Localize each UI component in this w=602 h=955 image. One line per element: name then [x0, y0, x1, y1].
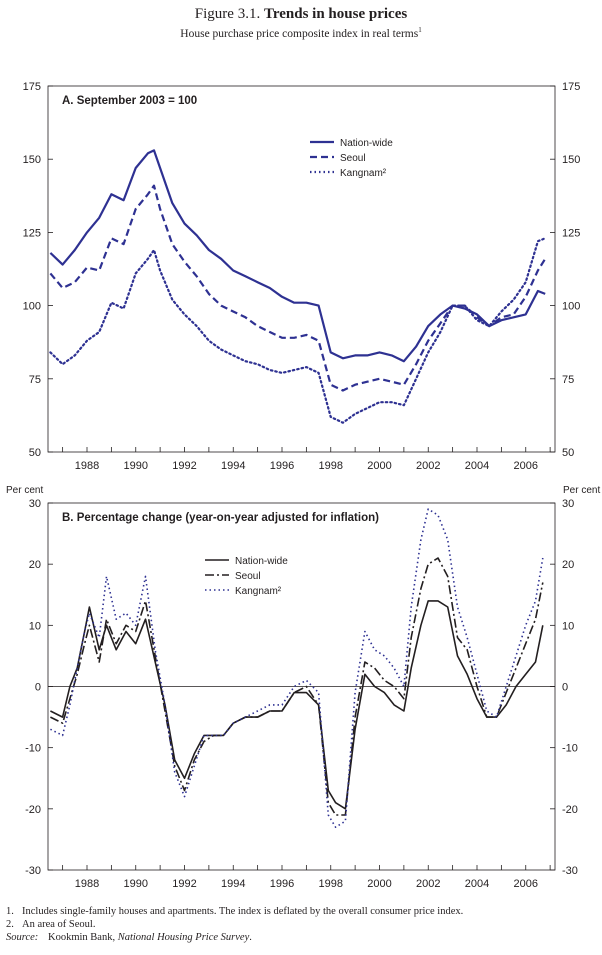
figure-subtitle: House purchase price composite index in …	[0, 26, 602, 40]
footnote-1-number: 1.	[6, 906, 14, 917]
chart-a-series-seoul	[49, 184, 547, 392]
chart-a-legend-label: Seoul	[340, 153, 366, 164]
source-publication: National Housing Price Survey	[117, 932, 250, 943]
chart-a-frame	[47, 85, 556, 453]
chart-b-ytick-label-right: 30	[562, 498, 574, 510]
figure-subtitle-text: House purchase price composite index in …	[180, 27, 419, 40]
chart-b-ytick-label-right: 20	[562, 559, 574, 571]
chart-b-xtick-label: 2000	[367, 878, 391, 890]
chart-a-ytick-label-right: 75	[562, 374, 574, 386]
chart-a-legend-label: Kangnam²	[340, 168, 387, 179]
chart-b-legend-label: Kangnam²	[235, 586, 282, 597]
source-end: .	[249, 932, 252, 943]
source-text: Kookmin Bank,	[48, 932, 118, 943]
chart-a-ytick-label-right: 150	[562, 154, 580, 166]
chart-b-xtick-label: 1988	[75, 878, 99, 890]
chart-a-legend-label: Nation-wide	[340, 138, 393, 149]
footnote-1-text: Includes single-family houses and apartm…	[22, 906, 464, 917]
chart-b-ytick-label-right: -10	[562, 743, 578, 755]
chart-b-series-kangnam	[50, 508, 544, 829]
chart-b-series-nation-wide	[50, 600, 544, 810]
chart-a-series-kangnam	[49, 237, 547, 424]
chart-a-ytick-label-left: 75	[29, 374, 41, 386]
chart-a-ytick-label-right: 100	[562, 301, 580, 313]
chart-b-xtick-label: 1992	[172, 878, 196, 890]
chart-b-xtick-label: 1998	[319, 878, 343, 890]
chart-b-xtick-label: 2006	[514, 878, 538, 890]
chart-b-ytick-label-left: 10	[29, 620, 41, 632]
chart-a-xtick-label: 2000	[367, 460, 391, 472]
chart-a-series-nation-wide	[49, 149, 546, 363]
chart-a-xtick-label: 1996	[270, 460, 294, 472]
chart-b-ytick-label-left: 30	[29, 498, 41, 510]
chart-a-xtick-label: 2004	[465, 460, 489, 472]
chart-b-series-seoul	[50, 557, 544, 816]
footnote-2-text: An area of Seoul.	[22, 919, 96, 930]
chart-a-xtick-label: 1988	[75, 460, 99, 472]
chart-b-ytick-label-left: -20	[25, 804, 41, 816]
chart-b-xtick-label: 2002	[416, 878, 440, 890]
chart-b-ylabel-right: Per cent	[563, 485, 600, 496]
chart-a-xtick-label: 1990	[124, 460, 148, 472]
chart-a-ytick-label-left: 125	[23, 227, 41, 239]
chart-b-xtick-label: 1996	[270, 878, 294, 890]
source-note: Source: Kookmin Bank, National Housing Pr…	[6, 931, 596, 944]
chart-b-xtick-label: 2004	[465, 878, 489, 890]
figure-subtitle-note: 1	[418, 26, 422, 34]
chart-a-ytick-label-left: 175	[23, 81, 41, 93]
chart-a-ytick-label-right: 50	[562, 447, 574, 459]
chart-a-xtick-label: 1998	[319, 460, 343, 472]
chart-b-xtick-label: 1994	[221, 878, 245, 890]
chart-b-ytick-label-left: 0	[35, 682, 41, 694]
footnotes: 1. Includes single-family houses and apar…	[6, 905, 596, 944]
footnote-2: 2. An area of Seoul.	[6, 918, 596, 931]
chart-a-ytick-label-left: 150	[23, 154, 41, 166]
chart-a-title: A. September 2003 = 100	[62, 95, 197, 107]
chart-a-ytick-label-left: 50	[29, 447, 41, 459]
chart-b-ytick-label-right: -20	[562, 804, 578, 816]
footnote-2-number: 2.	[6, 919, 14, 930]
chart-a-ytick-label-left: 100	[23, 301, 41, 313]
chart-b-legend-label: Nation-wide	[235, 556, 288, 567]
chart-b-ytick-label-left: 20	[29, 559, 41, 571]
chart-a-ytick-label-right: 125	[562, 227, 580, 239]
footnote-1: 1. Includes single-family houses and apar…	[6, 905, 596, 918]
chart-b-title: B. Percentage change (year-on-year adjus…	[62, 512, 379, 524]
figure-title-text: Trends in house prices	[263, 6, 408, 22]
chart-a-xtick-label: 1994	[221, 460, 245, 472]
chart-a-xtick-label: 2002	[416, 460, 440, 472]
figure-number: Figure 3.1.	[194, 6, 261, 22]
chart-b-xtick-label: 1990	[124, 878, 148, 890]
chart-b-ytick-label-right: 10	[562, 620, 574, 632]
chart-b-ytick-label-right: 0	[562, 682, 568, 694]
chart-b-legend-label: Seoul	[235, 571, 261, 582]
chart-b-ylabel-left: Per cent	[6, 485, 43, 496]
chart-a-ytick-label-right: 175	[562, 81, 580, 93]
chart-a-xtick-label: 2006	[514, 460, 538, 472]
chart-b-ytick-label-left: -10	[25, 743, 41, 755]
chart-a-xtick-label: 1992	[172, 460, 196, 472]
chart-b-ytick-label-left: -30	[25, 865, 41, 877]
chart-b-ytick-label-right: -30	[562, 865, 578, 877]
figure-title: Figure 3.1. Trends in house prices	[0, 6, 602, 23]
source-label: Source:	[6, 932, 39, 943]
